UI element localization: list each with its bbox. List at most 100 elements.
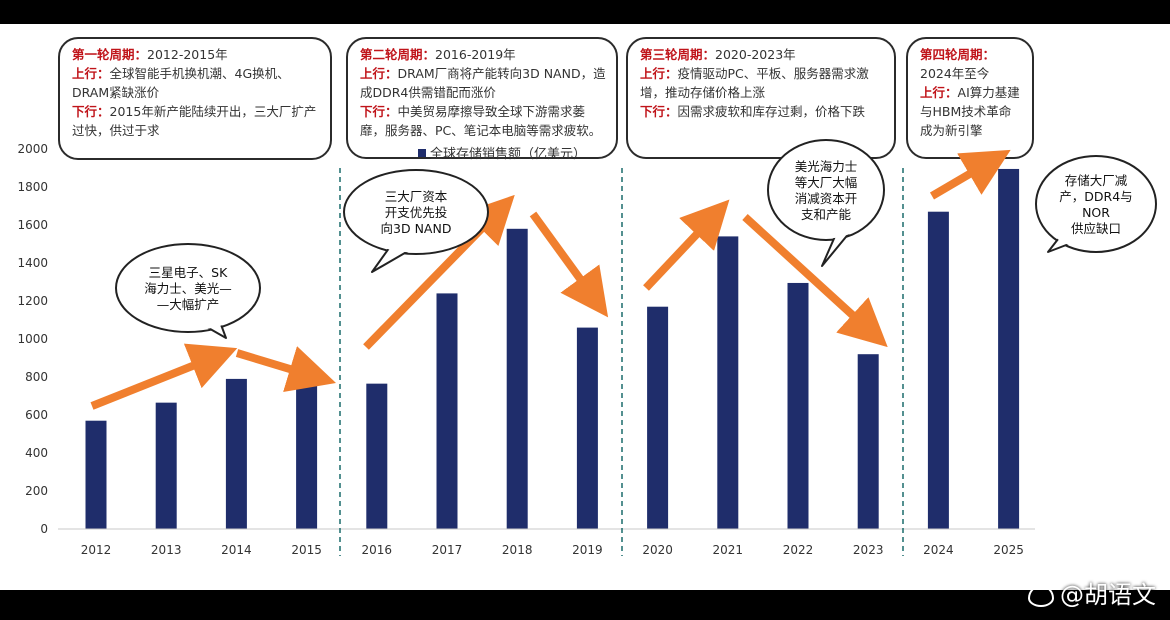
storage-sales-bar-chart: 0 200 400 600 800 1000 1200 1400 1600 1800 2000 201… — [17, 139, 1157, 557]
x-tick-label: 2013 — [151, 543, 182, 557]
x-tick-label: 2018 — [502, 543, 533, 557]
cycle-4-title: 第四轮周期： — [920, 47, 996, 62]
watermark-text: @胡语文 — [1060, 581, 1156, 609]
cycle-2-up-label: 上行： — [360, 66, 398, 81]
cycle-3-down-label: 下行： — [640, 104, 678, 119]
callout-fill — [1037, 157, 1155, 251]
y-tick-label: 1800 — [17, 180, 48, 194]
legend-swatch — [418, 149, 426, 157]
callout-fill — [345, 171, 487, 253]
x-tick-label: 2021 — [713, 543, 744, 557]
cycle-3-up-text: 疫情驱动PC、平板、服务器需求激增，推动存储价格上涨 — [640, 66, 869, 100]
x-tick-label: 2017 — [432, 543, 463, 557]
x-tick-label: 2014 — [221, 543, 252, 557]
cycle-4-up-text: AI算力基建与HBM技术革命成为新引擎 — [920, 85, 1020, 138]
cycle-2-down-label: 下行： — [360, 104, 398, 119]
trend-arrow — [90, 343, 238, 410]
cycle-1-up-text: 全球智能手机换机潮、4G换机、DRAM紧缺涨价 — [72, 66, 290, 100]
x-tick-label: 2022 — [783, 543, 814, 557]
bar-2017 — [436, 293, 458, 529]
cycle-4-up-label: 上行： — [920, 85, 958, 100]
y-tick-label: 1400 — [17, 256, 48, 270]
cycle-3-period: 2020-2023年 — [715, 47, 796, 62]
x-tick-label: 2020 — [642, 543, 673, 557]
callout-text-line: 供应缺口 — [1071, 221, 1121, 236]
x-tick-label: 2019 — [572, 543, 603, 557]
bar-2023 — [857, 354, 879, 529]
cycle-1-up-label: 上行： — [72, 66, 110, 81]
trend-arrow — [742, 214, 888, 348]
callout-text-line: —大幅扩产 — [157, 297, 220, 312]
y-tick-label: 800 — [25, 370, 48, 384]
axis-layer: 0 200 400 600 800 1000 1200 1400 1600 1800 2000 201… — [17, 142, 1035, 557]
x-tick-label: 2023 — [853, 543, 884, 557]
cycle-3-title: 第三轮周期： — [640, 47, 716, 62]
y-tick-label: 1600 — [17, 218, 48, 232]
cycle-3-up-label: 上行： — [640, 66, 678, 81]
cycle-2-period: 2016-2019年 — [435, 47, 516, 62]
cycle-1-period: 2012-2015年 — [147, 47, 228, 62]
bar-2021 — [717, 236, 739, 529]
cycle-box-2: 第二轮周期：2016-2019年 上行：DRAM厂商将产能转向3D NAND，造… — [346, 37, 618, 159]
y-tick-label: 1000 — [17, 332, 48, 346]
callout-text-line: 开支优先投 — [385, 205, 448, 220]
bar-2019 — [576, 327, 598, 529]
bar-2024 — [927, 211, 949, 529]
callout-text-line: 等大厂大幅 — [795, 175, 858, 190]
callout-text-line: 向3D NAND — [381, 221, 452, 236]
cycle-3-down-text: 因需求疲软和库存过剩，价格下跌 — [677, 104, 866, 119]
callout-fill — [769, 141, 883, 239]
bar-2013 — [155, 402, 177, 529]
callout-text-line: NOR — [1082, 205, 1110, 220]
watermark: @胡语文 — [1028, 575, 1156, 610]
cycle-2-up-text: DRAM厂商将产能转向3D NAND，造成DDR4供需错配而涨价 — [360, 66, 606, 100]
bar-2012 — [85, 420, 107, 529]
trend-arrow — [643, 199, 730, 291]
y-tick-label: 200 — [25, 484, 48, 498]
bar-2014 — [225, 378, 247, 529]
x-tick-label: 2012 — [81, 543, 112, 557]
trend-arrow — [235, 346, 336, 393]
legend-label: 全球存储销售额（亿美元） — [430, 146, 586, 162]
trend-arrow — [929, 149, 1011, 200]
cycle-2-title: 第二轮周期： — [360, 47, 436, 62]
bar-2022 — [787, 282, 809, 529]
callout-text-line: 消减资本开 — [795, 191, 858, 206]
callout-text-line: 三大厂资本 — [385, 189, 448, 204]
bar-2016 — [366, 383, 388, 529]
top-letterbox-bar — [0, 0, 1170, 24]
legend-layer: 全球存储销售额（亿美元） — [418, 146, 586, 162]
callout-text-line: 美光海力士 — [795, 159, 858, 174]
cycle-1-down-label: 下行： — [72, 104, 110, 119]
y-tick-label: 600 — [25, 408, 48, 422]
y-tick-label: 1200 — [17, 294, 48, 308]
cycle-box-1: 第一轮周期：2012-2015年 上行：全球智能手机换机潮、4G换机、DRAM紧… — [58, 37, 332, 160]
bar-2025 — [998, 168, 1020, 529]
x-tick-label: 2015 — [291, 543, 322, 557]
bar-2018 — [506, 228, 528, 530]
y-tick-label: 400 — [25, 446, 48, 460]
bar-2020 — [647, 306, 669, 529]
y-tick-label: 0 — [40, 522, 48, 536]
callout-text-line: 三星电子、SK — [149, 265, 228, 280]
callout-text-line: 支和产能 — [801, 207, 852, 222]
x-tick-label: 2016 — [362, 543, 393, 557]
cycle-1-down-text: 2015年新产能陆续开出，三大厂扩产过快，供过于求 — [72, 104, 317, 138]
bars-layer — [85, 168, 1020, 530]
bar-2015 — [296, 382, 318, 529]
x-tick-label: 2024 — [923, 543, 954, 557]
callout-text-line: 产，DDR4与 — [1059, 189, 1132, 204]
cycle-4-period: 2024年至今 — [920, 66, 990, 81]
y-tick-label: 2000 — [17, 142, 48, 156]
callout-fill — [117, 245, 259, 331]
callout-text-line: 海力士、美光— — [144, 281, 232, 296]
callout-text-line: 存储大厂减 — [1065, 173, 1128, 188]
x-tick-label: 2025 — [993, 543, 1024, 557]
cycle-1-title: 第一轮周期： — [72, 47, 148, 62]
trend-arrows-layer — [90, 149, 1011, 410]
